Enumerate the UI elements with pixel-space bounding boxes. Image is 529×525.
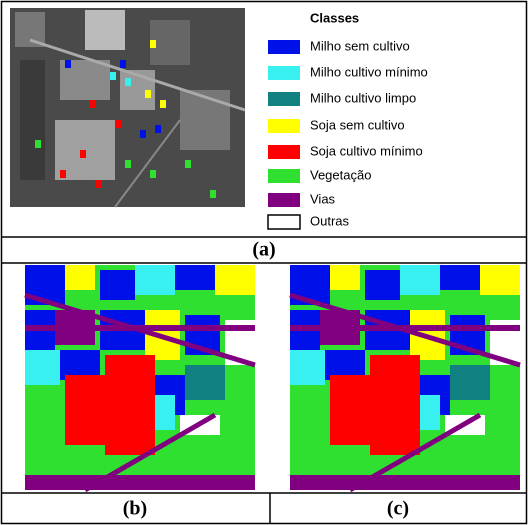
class-region bbox=[290, 475, 520, 490]
legend-label: Soja cultivo mínimo bbox=[310, 143, 423, 158]
legend-label: Milho cultivo mínimo bbox=[310, 64, 428, 79]
legend: Classes Milho sem cultivo Milho cultivo m… bbox=[268, 10, 428, 229]
legend-swatch bbox=[268, 92, 300, 106]
sample bbox=[150, 40, 156, 48]
caption: (a) bbox=[252, 239, 275, 261]
sample bbox=[125, 78, 131, 86]
legend-swatch bbox=[268, 40, 300, 54]
sample bbox=[155, 125, 161, 133]
class-region bbox=[450, 365, 490, 400]
class-region bbox=[330, 375, 375, 445]
class-region bbox=[330, 265, 360, 290]
classification-map bbox=[290, 265, 520, 490]
sample bbox=[60, 170, 66, 178]
class-region bbox=[135, 265, 175, 295]
class-region bbox=[175, 265, 215, 290]
sample bbox=[210, 190, 216, 198]
class-region bbox=[100, 270, 135, 300]
sample bbox=[150, 170, 156, 178]
class-region bbox=[215, 265, 255, 295]
class-region bbox=[65, 375, 110, 445]
class-region bbox=[400, 265, 440, 295]
legend-label: Milho sem cultivo bbox=[310, 38, 410, 53]
legend-title: Classes bbox=[310, 10, 359, 25]
legend-swatch bbox=[268, 215, 300, 229]
figure: Classes Milho sem cultivo Milho cultivo m… bbox=[0, 0, 529, 525]
legend-label: Outras bbox=[310, 213, 350, 228]
sample bbox=[125, 160, 131, 168]
sample bbox=[80, 150, 86, 158]
legend-label: Soja sem cultivo bbox=[310, 117, 405, 132]
legend-label: Vegetação bbox=[310, 167, 371, 182]
class-region bbox=[65, 265, 95, 290]
class-region bbox=[155, 395, 175, 430]
sample bbox=[35, 140, 41, 148]
sample bbox=[90, 100, 96, 108]
legend-swatch bbox=[268, 169, 300, 183]
class-region bbox=[25, 350, 60, 385]
sample bbox=[120, 60, 126, 68]
sample bbox=[145, 90, 151, 98]
sample bbox=[65, 60, 71, 68]
legend-label: Milho cultivo limpo bbox=[310, 90, 416, 105]
class-region bbox=[370, 355, 420, 455]
class-region bbox=[440, 265, 480, 290]
legend-label: Vias bbox=[310, 191, 336, 206]
class-region bbox=[290, 350, 325, 385]
caption: (b) bbox=[123, 498, 147, 520]
class-region bbox=[365, 270, 400, 300]
sample bbox=[110, 72, 116, 80]
legend-swatch bbox=[268, 193, 300, 207]
legend-swatch bbox=[268, 145, 300, 159]
sample bbox=[95, 180, 101, 188]
class-region bbox=[480, 265, 520, 295]
satellite-image bbox=[10, 8, 245, 207]
caption: (c) bbox=[387, 498, 409, 520]
class-region bbox=[105, 355, 155, 455]
class-region bbox=[25, 475, 255, 490]
legend-swatch bbox=[268, 119, 300, 133]
legend-swatch bbox=[268, 66, 300, 80]
class-region bbox=[420, 395, 440, 430]
sample bbox=[160, 100, 166, 108]
sample bbox=[185, 160, 191, 168]
class-region bbox=[185, 365, 225, 400]
sample bbox=[140, 130, 146, 138]
sample bbox=[115, 120, 121, 128]
classification-map bbox=[25, 265, 255, 490]
